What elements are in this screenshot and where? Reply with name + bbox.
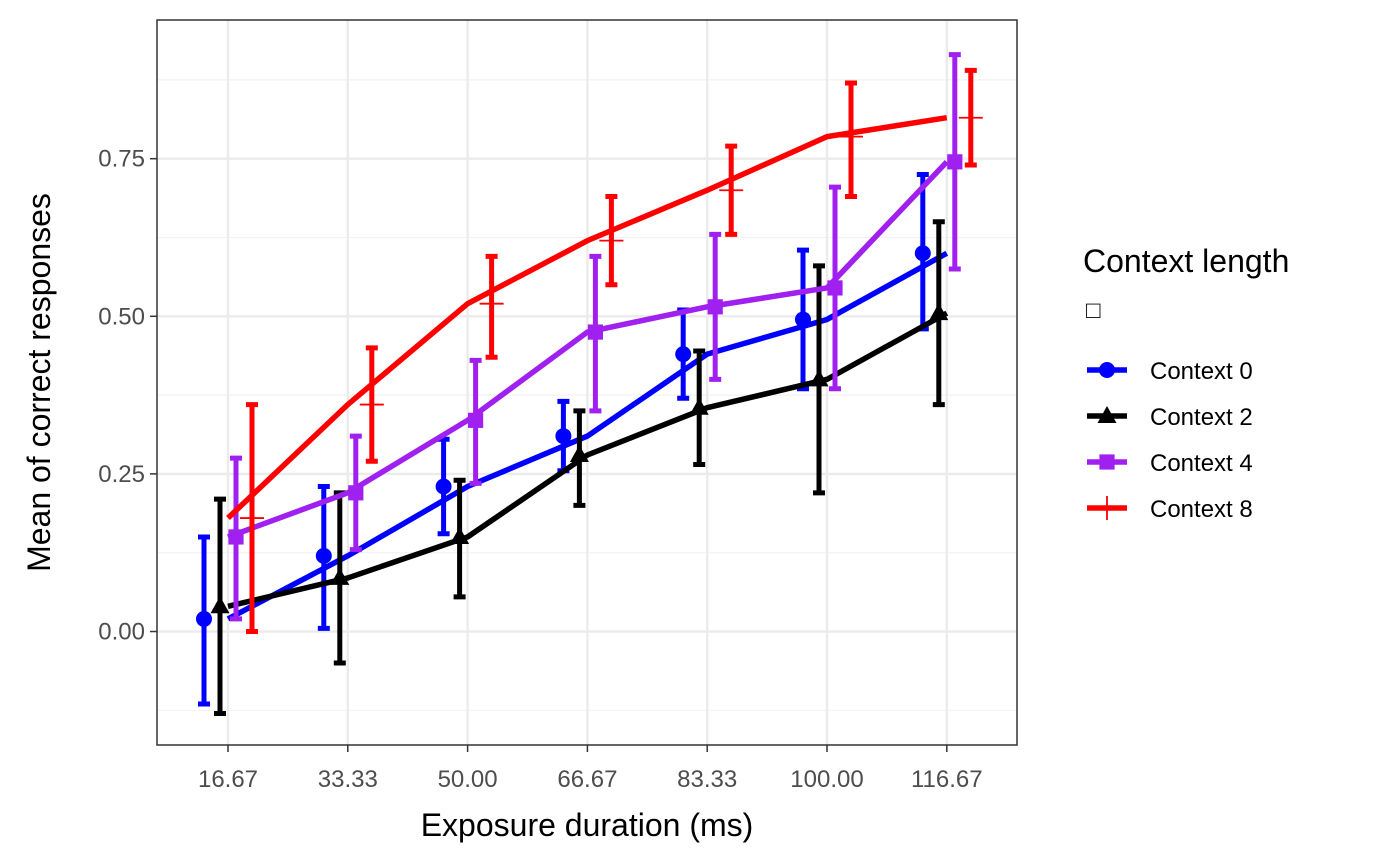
data-point (839, 124, 863, 149)
legend: Context length □ Context 0 Context 2 Conte… (1083, 243, 1289, 523)
data-point (795, 311, 811, 328)
legend-item: Context 0 (1087, 358, 1253, 385)
series-line (226, 115, 948, 521)
y-tick-label: 0.00 (98, 619, 145, 646)
series-layer (196, 52, 983, 716)
data-point (929, 303, 949, 321)
legend-title-glyph: □ (1086, 297, 1101, 324)
y-axis: 0.00 0.25 0.50 0.75 (98, 146, 157, 646)
series-2 (210, 219, 949, 716)
data-point (719, 178, 744, 203)
x-axis: 16.67 33.33 50.00 66.67 83.33 100.00 116.67 (198, 745, 983, 793)
legend-label: Context 8 (1150, 496, 1253, 523)
data-point (809, 369, 829, 387)
legend-item: Context 8 (1087, 496, 1253, 523)
data-point (914, 245, 931, 262)
data-point (827, 280, 843, 296)
data-point (569, 445, 589, 462)
legend-key-marker (1099, 362, 1115, 378)
data-point (435, 478, 452, 495)
data-point (947, 154, 963, 170)
data-point (555, 428, 572, 445)
data-point (675, 346, 692, 363)
gridlines (157, 20, 1017, 745)
series-line (227, 310, 949, 609)
y-tick-label: 0.25 (98, 461, 145, 488)
data-point (450, 526, 470, 544)
data-point (315, 547, 332, 564)
data-point (348, 485, 364, 501)
series-4 (226, 67, 983, 635)
y-tick-label: 0.50 (98, 303, 145, 330)
data-point (479, 291, 504, 316)
legend-title: Context length (1083, 243, 1289, 279)
x-tick-label: 66.67 (557, 766, 617, 793)
data-point (468, 412, 484, 428)
data-point (228, 529, 244, 545)
data-point (587, 324, 603, 340)
legend-key-marker (1097, 406, 1117, 423)
data-point (958, 105, 983, 130)
x-tick-label: 100.00 (790, 766, 863, 793)
x-tick-label: 33.33 (318, 766, 378, 793)
legend-item: Context 2 (1087, 404, 1253, 431)
x-tick-label: 50.00 (438, 766, 498, 793)
data-point (240, 506, 264, 531)
data-point (689, 397, 709, 415)
data-point (330, 567, 350, 585)
data-point (196, 610, 212, 627)
y-axis-title: Mean of correct responses (21, 193, 57, 572)
x-tick-label: 16.67 (198, 766, 258, 793)
legend-item: Context 4 (1087, 450, 1253, 477)
x-tick-label: 83.33 (677, 766, 737, 793)
series-3 (227, 52, 963, 622)
data-point (210, 596, 230, 614)
series-line (226, 250, 949, 622)
series-1 (196, 171, 949, 707)
x-tick-label: 116.67 (911, 766, 983, 793)
series-line (227, 159, 949, 540)
data-point (707, 299, 723, 315)
legend-label: Context 4 (1150, 450, 1253, 477)
x-axis-title: Exposure duration (ms) (421, 807, 754, 843)
legend-key-marker (1099, 454, 1115, 470)
legend-key-marker (1095, 496, 1119, 520)
legend-label: Context 0 (1150, 358, 1253, 385)
data-point (599, 228, 624, 253)
legend-label: Context 2 (1150, 404, 1253, 431)
y-tick-label: 0.75 (98, 146, 145, 173)
data-point (359, 392, 384, 417)
